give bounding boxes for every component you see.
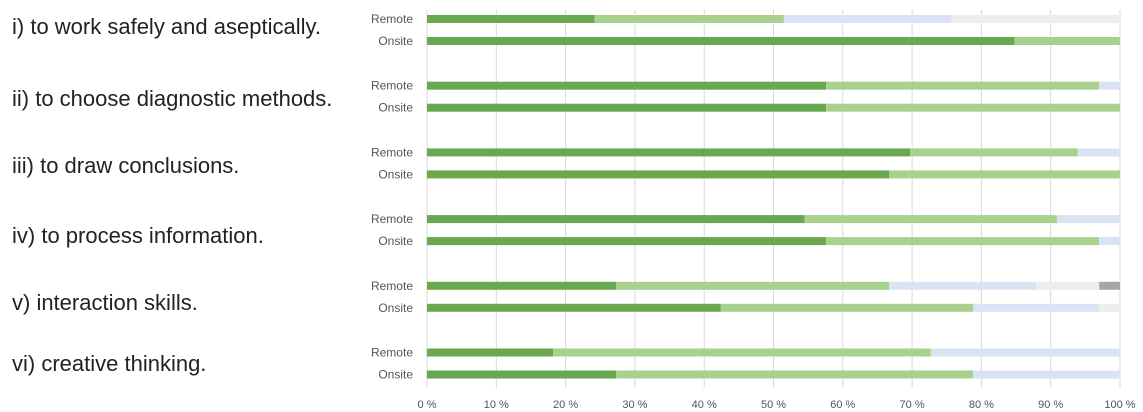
bar-category-label: Remote [371, 212, 413, 226]
bar-segment [427, 170, 890, 179]
bar-category-label: Onsite [378, 34, 413, 48]
bar-category-label: Onsite [378, 234, 413, 248]
question-label-6: vi) creative thinking. [12, 351, 207, 376]
bar-segment [616, 281, 890, 290]
x-tick-label: 100 % [1104, 399, 1135, 411]
bar-segment [553, 348, 931, 357]
bar-segment [973, 303, 1100, 312]
bar-segment [616, 370, 974, 379]
bar-segment [427, 237, 827, 246]
bar-segment [427, 303, 721, 312]
question-label-4: iv) to process information. [12, 223, 264, 248]
x-tick-label: 0 % [418, 399, 437, 411]
x-tick-label: 80 % [969, 399, 994, 411]
question-label-2: ii) to choose diagnostic methods. [12, 86, 333, 111]
x-tick-label: 30 % [622, 399, 647, 411]
bar-segment [1099, 281, 1120, 290]
bar-segment [720, 303, 974, 312]
bar-segment [427, 215, 805, 224]
bar-category-label: Onsite [378, 301, 413, 315]
x-tick-label: 90 % [1038, 399, 1063, 411]
bar-category-label: Onsite [378, 101, 413, 115]
question-label-3: iii) to draw conclusions. [12, 153, 240, 178]
bar-segment [1077, 148, 1120, 157]
bar-segment [826, 237, 1100, 246]
bar-category-label: Remote [371, 12, 413, 26]
bar-segment [1014, 37, 1120, 45]
bar-category-label: Remote [371, 145, 413, 159]
bar-segment [826, 103, 1120, 112]
question-label-5: v) interaction skills. [12, 290, 198, 315]
bar-segment [427, 81, 827, 90]
question-label-1: i) to work safely and aseptically. [12, 14, 321, 39]
x-tick-label: 20 % [553, 399, 578, 411]
bar-segment [1036, 281, 1100, 290]
x-tick-label: 40 % [692, 399, 717, 411]
bar-category-label: Remote [371, 79, 413, 93]
bar-segment [930, 348, 1120, 357]
bar-segment [1056, 215, 1120, 224]
x-tick-label: 10 % [484, 399, 509, 411]
bar-segment [826, 81, 1100, 90]
bar-segment [594, 15, 784, 23]
x-tick-label: 60 % [830, 399, 855, 411]
bar-category-label: Remote [371, 279, 413, 293]
x-tick-label: 70 % [900, 399, 925, 411]
bar-segment [973, 370, 1120, 379]
x-tick-label: 50 % [761, 399, 786, 411]
bar-segment [951, 15, 1120, 23]
bar-category-label: Remote [371, 346, 413, 360]
bar-segment [427, 148, 911, 157]
bar-segment [427, 370, 617, 379]
bar-segment [804, 215, 1057, 224]
bar-segment [910, 148, 1078, 157]
bar-segment [427, 281, 617, 290]
bar-segment [783, 15, 952, 23]
bar-segment [1099, 303, 1120, 312]
bar-segment [427, 15, 595, 23]
bar-segment [1099, 237, 1120, 246]
bar-segment [427, 348, 554, 357]
bar-segment [889, 281, 1037, 290]
bar-category-label: Onsite [378, 368, 413, 382]
bar-segment [889, 170, 1120, 179]
bar-segment [427, 37, 1015, 45]
bar-segment [427, 103, 827, 112]
bar-segment [1099, 81, 1120, 90]
bar-category-label: Onsite [378, 167, 413, 181]
